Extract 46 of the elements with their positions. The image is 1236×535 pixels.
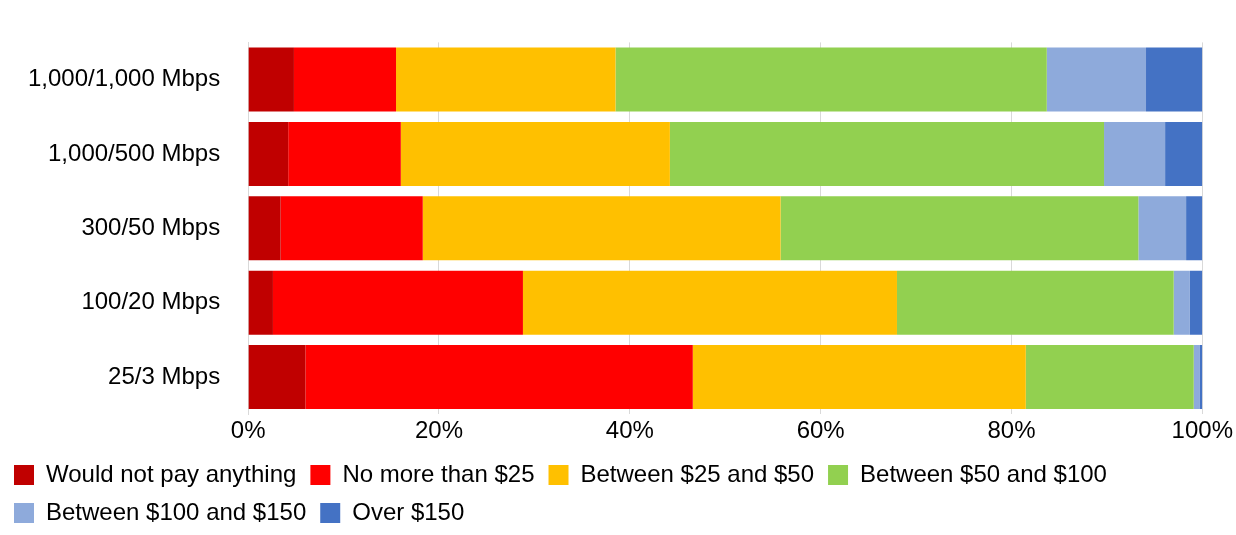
legend-label: Between $25 and $50 — [580, 459, 815, 487]
bar — [1025, 345, 1194, 409]
legend-label: Over $150 — [352, 497, 465, 525]
x-tick-label: 0% — [230, 416, 266, 444]
bar — [692, 345, 1026, 409]
y-tick-label: 1,000/500 Mbps — [48, 138, 221, 166]
bar — [288, 121, 401, 186]
bar — [248, 47, 294, 112]
x-tick-label: 20% — [414, 416, 463, 444]
bar — [1199, 345, 1203, 409]
bar — [1138, 196, 1187, 261]
bar — [422, 196, 781, 261]
bar — [522, 270, 897, 335]
bar — [305, 345, 693, 409]
bar — [1165, 121, 1203, 186]
bar — [1186, 196, 1203, 261]
legend-label: Between $100 and $150 — [46, 497, 307, 525]
bar — [280, 196, 423, 261]
bar — [248, 196, 281, 261]
bar — [1173, 270, 1190, 335]
bar — [615, 47, 1047, 112]
legend-label: Would not pay anything — [46, 459, 297, 487]
bar — [669, 121, 1105, 186]
bar — [248, 270, 273, 335]
y-tick-label: 25/3 Mbps — [108, 361, 221, 389]
bar — [396, 47, 616, 112]
bar — [1189, 270, 1203, 335]
bar — [248, 121, 289, 186]
bar — [896, 270, 1174, 335]
bar — [400, 121, 670, 186]
y-tick-label: 300/50 Mbps — [81, 212, 221, 240]
legend-label: No more than $25 — [342, 459, 535, 487]
y-tick-label: 1,000/1,000 Mbps — [28, 64, 221, 92]
bar — [248, 345, 306, 409]
legend-label: Between $50 and $100 — [860, 459, 1107, 487]
y-tick-label: 100/20 Mbps — [81, 287, 221, 315]
bar — [1104, 121, 1166, 186]
x-tick-label: 100% — [1171, 416, 1233, 444]
bar — [1146, 47, 1203, 112]
x-tick-label: 80% — [987, 416, 1036, 444]
x-tick-label: 40% — [605, 416, 654, 444]
bar — [780, 196, 1139, 261]
bar — [293, 47, 397, 112]
x-tick-label: 60% — [796, 416, 845, 444]
bar — [272, 270, 523, 335]
bar — [1046, 47, 1147, 112]
